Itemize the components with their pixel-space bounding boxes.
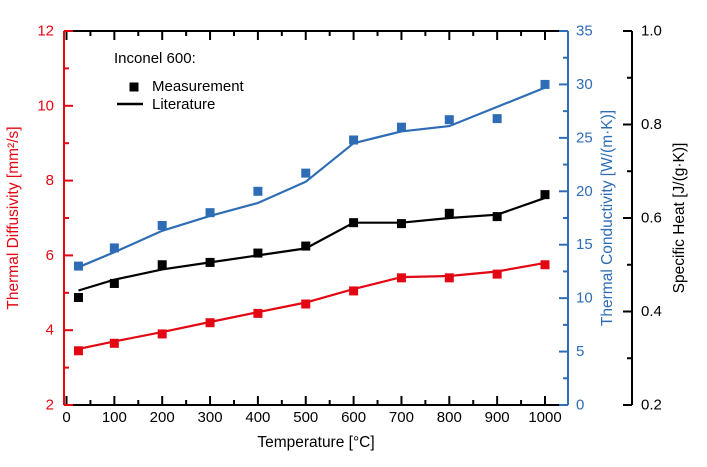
- data-point-marker: [253, 186, 263, 196]
- data-point-marker: [444, 273, 454, 283]
- y-axis-conductivity-tick-label: 10: [576, 290, 593, 307]
- data-point-marker: [157, 329, 167, 339]
- y-axis-conductivity-tick-label: 30: [576, 76, 593, 93]
- y-axis-diffusivity-tick-label: 6: [46, 247, 54, 264]
- data-point-marker: [253, 308, 263, 318]
- y-axis-diffusivity: 2 4 6 8 10 12 Thermal Diffusivity [mm²/s]: [5, 23, 73, 414]
- x-tick-label: 100: [102, 409, 127, 426]
- x-axis: 0 100 200 300 400 500 600 700 800 900 1000 Temperat…: [62, 30, 568, 451]
- data-point-marker: [396, 219, 406, 229]
- y-axis-diffusivity-tick-label: 8: [46, 172, 54, 189]
- data-point-marker: [109, 243, 119, 253]
- data-point-marker: [157, 220, 167, 230]
- y-axis-conductivity-tick-label: 20: [576, 183, 593, 200]
- x-tick-label: 600: [341, 409, 366, 426]
- x-tick-label: 800: [437, 409, 462, 426]
- y-axis-conductivity-tick-label: 0: [576, 397, 584, 414]
- y-axis-diffusivity-tick-label: 4: [46, 322, 54, 339]
- x-tick-label: 200: [150, 409, 175, 426]
- legend-square-marker-icon: [129, 82, 139, 92]
- y-axis-specific-heat-tick-label: 0.8: [641, 116, 662, 133]
- y-axis-diffusivity-tick-label: 2: [46, 397, 54, 414]
- y-axis-specific-heat-title: Specific Heat [J/(g·K)]: [671, 143, 688, 294]
- y-axis-diffusivity-tick-label: 10: [37, 97, 54, 114]
- legend-item-measurement: Measurement: [152, 78, 245, 95]
- y-axis-conductivity-tick-label: 5: [576, 343, 584, 360]
- data-point-marker: [349, 286, 359, 296]
- literature-line: [78, 86, 546, 269]
- data-point-marker: [73, 292, 83, 302]
- data-point-marker: [540, 79, 550, 89]
- data-point-marker: [444, 208, 454, 218]
- y-axis-specific-heat-tick-label: 0.6: [641, 210, 662, 227]
- data-point-marker: [73, 261, 83, 271]
- x-tick-label: 500: [293, 409, 318, 426]
- x-tick-label: 0: [62, 409, 70, 426]
- y-axis-specific-heat-tick-label: 1.0: [641, 23, 662, 40]
- y-axis-conductivity-title: Thermal Conductivity [W/(m·K)]: [599, 110, 616, 326]
- series-thermal-diffusivity-measurement: [73, 260, 550, 356]
- y-axis-conductivity-tick-label: 35: [576, 23, 593, 40]
- series-specific-heat-measurement: [73, 190, 550, 302]
- data-point-marker: [349, 218, 359, 228]
- legend-item-literature: Literature: [152, 96, 215, 113]
- data-point-marker: [492, 114, 502, 124]
- x-tick-label: 1000: [528, 409, 561, 426]
- data-point-marker: [109, 338, 119, 348]
- data-point-marker: [492, 269, 502, 279]
- y-axis-conductivity: 0 5 10 15 20 25 30 35 Thermal Conductivity [W/(m…: [559, 23, 616, 414]
- y-axis-diffusivity-title: Thermal Diffusivity [mm²/s]: [5, 126, 22, 309]
- x-tick-label: 400: [245, 409, 270, 426]
- x-tick-label: 700: [389, 409, 414, 426]
- y-axis-specific-heat-tick-label: 0.4: [641, 303, 662, 320]
- y-axis-specific-heat-tick-label: 0.2: [641, 397, 662, 414]
- data-point-marker: [253, 248, 263, 258]
- data-point-marker: [492, 212, 502, 222]
- data-point-marker: [396, 273, 406, 283]
- data-point-marker: [301, 241, 311, 251]
- y-axis-conductivity-tick-label: 15: [576, 236, 593, 253]
- data-point-marker: [301, 168, 311, 178]
- legend-title: Inconel 600:: [114, 50, 196, 67]
- x-tick-label: 900: [485, 409, 510, 426]
- data-point-marker: [444, 115, 454, 125]
- data-point-marker: [349, 135, 359, 145]
- y-axis-diffusivity-tick-label: 12: [37, 23, 54, 40]
- data-point-marker: [205, 208, 215, 218]
- data-point-marker: [157, 260, 167, 270]
- x-tick-label: 300: [198, 409, 223, 426]
- data-point-marker: [301, 299, 311, 309]
- series-thermal-conductivity-literature: [78, 86, 546, 269]
- data-point-marker: [540, 260, 550, 270]
- data-point-marker: [205, 257, 215, 267]
- data-point-marker: [396, 122, 406, 132]
- series-thermal-conductivity-measurement: [73, 79, 550, 271]
- data-point-marker: [73, 346, 83, 356]
- data-point-marker: [205, 318, 215, 328]
- x-axis-title: Temperature [°C]: [257, 434, 374, 451]
- data-point-marker: [109, 278, 119, 288]
- y-axis-conductivity-tick-label: 25: [576, 129, 593, 146]
- y-axis-specific-heat: 0.2 0.4 0.6 0.8 1.0 Specific Heat [J/(g·K)]: [623, 23, 688, 414]
- data-point-marker: [540, 190, 550, 200]
